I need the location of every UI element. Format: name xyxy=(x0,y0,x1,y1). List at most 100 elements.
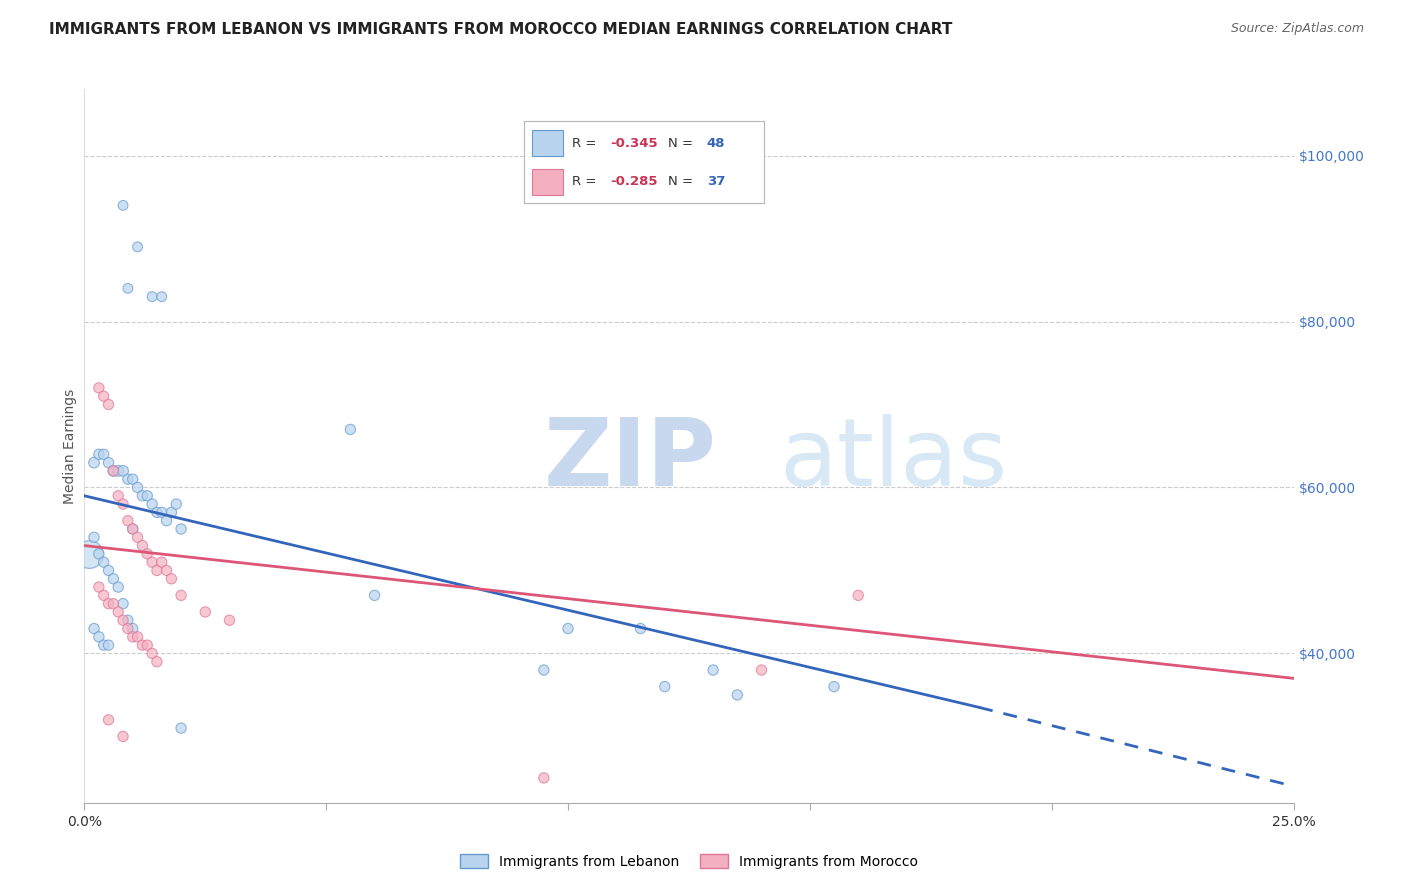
Point xyxy=(87,630,110,644)
Point xyxy=(846,588,869,602)
Point xyxy=(112,597,135,611)
Legend: Immigrants from Lebanon, Immigrants from Morocco: Immigrants from Lebanon, Immigrants from… xyxy=(454,848,924,874)
Point xyxy=(170,588,193,602)
Point xyxy=(93,588,115,602)
Point xyxy=(117,514,139,528)
Point xyxy=(77,547,100,561)
Point xyxy=(93,638,115,652)
Point xyxy=(117,622,139,636)
Point xyxy=(117,472,139,486)
Point xyxy=(136,638,159,652)
Point xyxy=(107,605,129,619)
Point xyxy=(170,721,193,735)
Point xyxy=(121,472,143,486)
Point xyxy=(136,547,159,561)
Point xyxy=(107,580,129,594)
Point xyxy=(146,564,169,578)
Point xyxy=(557,622,579,636)
Text: 48: 48 xyxy=(707,136,725,150)
Point xyxy=(533,663,555,677)
Point xyxy=(131,539,153,553)
Point xyxy=(112,464,135,478)
Point xyxy=(533,771,555,785)
Point xyxy=(103,597,125,611)
Point xyxy=(87,547,110,561)
Point xyxy=(112,730,135,744)
Point xyxy=(363,588,385,602)
Point xyxy=(103,464,125,478)
Point xyxy=(150,555,173,569)
Point xyxy=(107,464,129,478)
Text: ZIP: ZIP xyxy=(544,414,717,507)
Point xyxy=(725,688,748,702)
Point xyxy=(170,522,193,536)
Point xyxy=(83,456,105,470)
Text: N =: N = xyxy=(668,175,693,188)
Bar xyxy=(531,130,562,156)
Point xyxy=(117,613,139,627)
Point xyxy=(97,564,120,578)
Point xyxy=(83,530,105,544)
Point xyxy=(107,489,129,503)
Point xyxy=(121,522,143,536)
Point xyxy=(97,638,120,652)
Point xyxy=(131,638,153,652)
Point xyxy=(751,663,773,677)
Point xyxy=(155,514,177,528)
Point xyxy=(93,555,115,569)
Point xyxy=(702,663,724,677)
Point xyxy=(121,630,143,644)
Text: R =: R = xyxy=(572,136,596,150)
Point xyxy=(150,290,173,304)
Point xyxy=(103,464,125,478)
Text: 37: 37 xyxy=(707,175,725,188)
Point xyxy=(112,497,135,511)
Text: Source: ZipAtlas.com: Source: ZipAtlas.com xyxy=(1230,22,1364,36)
Point xyxy=(141,555,163,569)
Point xyxy=(630,622,652,636)
Point xyxy=(654,680,676,694)
Point xyxy=(117,281,139,295)
Point xyxy=(103,572,125,586)
Point xyxy=(146,505,169,519)
Point xyxy=(131,489,153,503)
Point xyxy=(121,622,143,636)
Point xyxy=(155,564,177,578)
Point xyxy=(97,713,120,727)
Text: -0.285: -0.285 xyxy=(610,175,658,188)
Point xyxy=(127,630,149,644)
Point xyxy=(194,605,217,619)
Point xyxy=(339,422,361,436)
Text: N =: N = xyxy=(668,136,693,150)
Point xyxy=(112,613,135,627)
Point xyxy=(127,530,149,544)
Text: -0.345: -0.345 xyxy=(610,136,658,150)
Point xyxy=(136,489,159,503)
Point xyxy=(160,572,183,586)
Point xyxy=(121,522,143,536)
Text: R =: R = xyxy=(572,175,596,188)
Point xyxy=(112,198,135,212)
Point xyxy=(141,647,163,661)
Point xyxy=(93,447,115,461)
Point xyxy=(93,389,115,403)
Point xyxy=(127,481,149,495)
Point xyxy=(127,240,149,254)
Point xyxy=(146,655,169,669)
Point xyxy=(141,497,163,511)
Point xyxy=(823,680,845,694)
Point xyxy=(97,456,120,470)
Point xyxy=(97,597,120,611)
Point xyxy=(83,622,105,636)
Text: atlas: atlas xyxy=(780,414,1008,507)
Text: IMMIGRANTS FROM LEBANON VS IMMIGRANTS FROM MOROCCO MEDIAN EARNINGS CORRELATION C: IMMIGRANTS FROM LEBANON VS IMMIGRANTS FR… xyxy=(49,22,953,37)
Point xyxy=(218,613,240,627)
Point xyxy=(150,505,173,519)
Point xyxy=(97,397,120,411)
Bar xyxy=(531,169,562,195)
Y-axis label: Median Earnings: Median Earnings xyxy=(63,388,77,504)
Point xyxy=(87,580,110,594)
Point xyxy=(165,497,187,511)
Point xyxy=(87,381,110,395)
Point xyxy=(160,505,183,519)
